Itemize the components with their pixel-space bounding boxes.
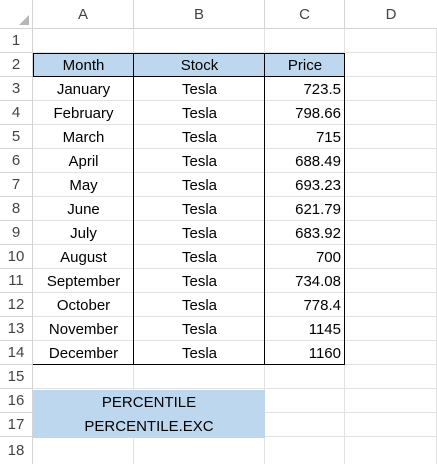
cell-price[interactable]: 734.08 <box>295 272 341 290</box>
row-header-13[interactable]: 13 <box>0 317 33 341</box>
row-header-14[interactable]: 14 <box>0 341 33 365</box>
row-header-11[interactable]: 11 <box>0 269 33 293</box>
percentile-exc-label-cell[interactable]: PERCENTILE.EXC <box>84 417 214 435</box>
cell-month[interactable]: March <box>62 128 105 146</box>
header-cell-month[interactable]: Month <box>33 53 134 77</box>
cell-stock[interactable]: Tesla <box>181 176 218 194</box>
gridline <box>33 268 437 269</box>
cell-stock[interactable]: Tesla <box>181 296 218 314</box>
cell-price[interactable]: 700 <box>315 248 341 266</box>
table-border <box>264 53 265 365</box>
row-header-9[interactable]: 9 <box>0 221 33 245</box>
cell-stock[interactable]: Tesla <box>181 128 218 146</box>
percentile-label-cell[interactable]: PERCENTILE <box>101 393 197 411</box>
table-border <box>344 53 345 365</box>
row-header-3[interactable]: 3 <box>0 77 33 101</box>
row-header-4[interactable]: 4 <box>0 101 33 125</box>
gridline <box>33 124 437 125</box>
column-header-d[interactable]: D <box>345 0 437 29</box>
table-border <box>33 53 34 77</box>
cell-month[interactable]: December <box>48 344 119 362</box>
row-header-18[interactable]: 18 <box>0 437 33 464</box>
row-header-17[interactable]: 17 <box>0 413 33 437</box>
gridline <box>33 340 437 341</box>
cell-stock[interactable]: Tesla <box>181 200 218 218</box>
cell-stock[interactable]: Tesla <box>181 224 218 242</box>
row-header-15[interactable]: 15 <box>0 365 33 389</box>
row-header-7[interactable]: 7 <box>0 173 33 197</box>
cell-price[interactable]: 683.92 <box>295 224 341 242</box>
cell-stock[interactable]: Tesla <box>181 104 218 122</box>
gridline <box>33 388 437 389</box>
cell-price[interactable]: 778.4 <box>303 296 341 314</box>
cell-price[interactable]: 688.49 <box>295 152 341 170</box>
gridline <box>33 196 437 197</box>
cell-month[interactable]: November <box>48 320 119 338</box>
gridline <box>33 52 437 53</box>
row-header-10[interactable]: 10 <box>0 245 33 269</box>
cell-price[interactable]: 693.23 <box>295 176 341 194</box>
cell-month[interactable]: July <box>70 224 97 242</box>
cell-stock[interactable]: Tesla <box>181 152 218 170</box>
cell-stock[interactable]: Tesla <box>181 344 218 362</box>
cell-month[interactable]: August <box>60 248 107 266</box>
row-header-2[interactable]: 2 <box>0 53 33 77</box>
cell-month[interactable]: September <box>46 272 121 290</box>
cell-price[interactable]: 715 <box>315 128 341 146</box>
cell-month[interactable]: January <box>56 80 111 98</box>
table-border <box>33 53 345 54</box>
gridline <box>33 148 437 149</box>
select-all-button[interactable] <box>0 0 33 29</box>
select-all-triangle-icon <box>19 15 29 25</box>
gridline <box>33 172 437 173</box>
gridline <box>33 316 437 317</box>
row-header-12[interactable]: 12 <box>0 293 33 317</box>
gridline <box>33 244 437 245</box>
row-header-1[interactable]: 1 <box>0 29 33 53</box>
column-header-b[interactable]: B <box>134 0 265 29</box>
header-cell-stock[interactable]: Stock <box>134 53 265 77</box>
row-header-5[interactable]: 5 <box>0 125 33 149</box>
row-header-6[interactable]: 6 <box>0 149 33 173</box>
gridline <box>33 220 437 221</box>
cell-stock[interactable]: Tesla <box>181 80 218 98</box>
cell-month[interactable]: May <box>69 176 98 194</box>
merged-label-fill <box>33 390 265 438</box>
table-border <box>133 53 134 365</box>
cell-price[interactable]: 1160 <box>308 344 341 362</box>
column-header-c[interactable]: C <box>265 0 345 29</box>
cell-stock[interactable]: Tesla <box>181 248 218 266</box>
cell-month[interactable]: October <box>56 296 111 314</box>
cell-month[interactable]: April <box>68 152 99 170</box>
cell-price[interactable]: 723.5 <box>303 80 341 98</box>
header-cell-price[interactable]: Price <box>265 53 345 77</box>
row-header-16[interactable]: 16 <box>0 389 33 413</box>
cell-month[interactable]: June <box>67 200 100 218</box>
gridline <box>33 100 437 101</box>
cell-price[interactable]: 798.66 <box>295 104 341 122</box>
cell-stock[interactable]: Tesla <box>181 320 218 338</box>
column-header-a[interactable]: A <box>33 0 134 29</box>
table-border <box>33 364 345 365</box>
cell-price[interactable]: 1145 <box>308 320 341 338</box>
gridline <box>33 292 437 293</box>
cell-month[interactable]: February <box>53 104 114 122</box>
cell-stock[interactable]: Tesla <box>181 272 218 290</box>
cell-price[interactable]: 621.79 <box>295 200 341 218</box>
row-header-8[interactable]: 8 <box>0 197 33 221</box>
table-border <box>33 76 345 77</box>
